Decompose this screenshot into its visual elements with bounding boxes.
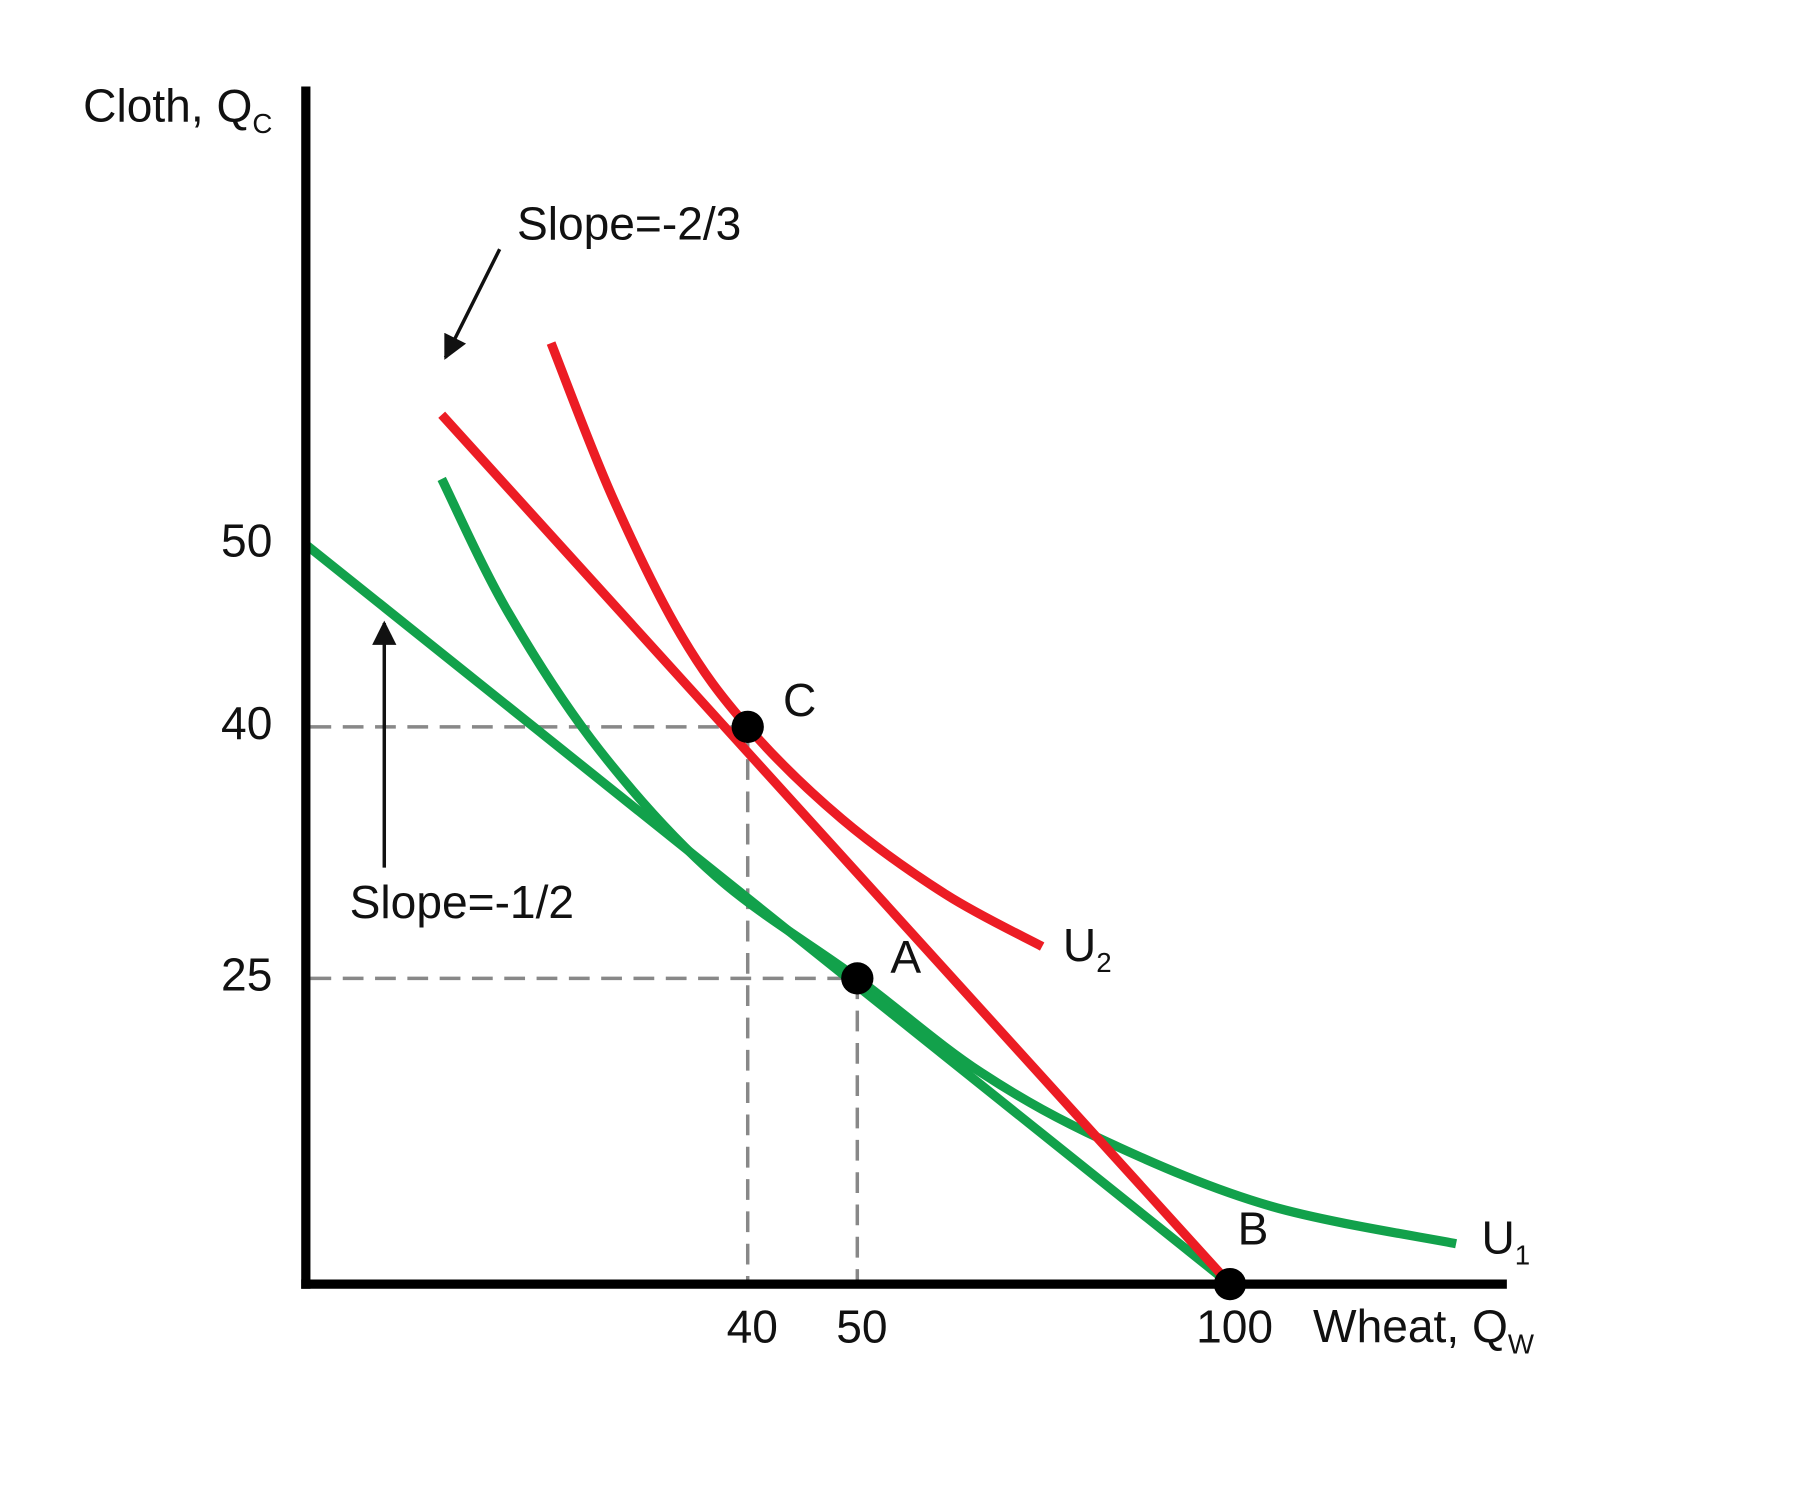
y-tick-label: 40: [221, 697, 272, 749]
x-axis-label: Wheat, QW: [1313, 1300, 1535, 1359]
x-tick-label: 40: [727, 1300, 778, 1352]
curve-label-sub: 1: [1515, 1240, 1530, 1271]
x-tick-label: 50: [836, 1300, 887, 1352]
point-label: A: [890, 931, 921, 983]
x-axis-label-sub: W: [1508, 1329, 1535, 1360]
curve: [437, 476, 1458, 1249]
annotation: Slope=-1/2: [350, 876, 574, 928]
curve-label-sub: 2: [1096, 947, 1111, 978]
y-tick-label: 50: [221, 515, 272, 567]
curve: [546, 341, 1045, 951]
curve: [302, 540, 1233, 1288]
y-axis-label: Cloth, QC: [83, 80, 272, 139]
x-axis-label-main: Wheat, Q: [1313, 1300, 1508, 1352]
y-axis-label-sub: C: [252, 108, 272, 139]
curve-label-main: U: [1063, 919, 1096, 971]
curve-label: U1: [1481, 1212, 1530, 1271]
y-tick-label: 25: [221, 949, 272, 1001]
point: [731, 710, 764, 744]
annotation: Slope=-2/3: [517, 197, 741, 249]
annotation-arrow: [443, 248, 502, 360]
curve-label-main: U: [1481, 1212, 1514, 1264]
curve-label: U2: [1063, 919, 1112, 978]
y-axis-label-main: Cloth, Q: [83, 80, 252, 132]
point: [1213, 1267, 1247, 1301]
point-label: C: [783, 674, 816, 726]
curve: [438, 411, 1234, 1288]
x-tick-label: 100: [1196, 1300, 1273, 1352]
point-label: B: [1238, 1202, 1269, 1254]
point: [841, 962, 874, 995]
